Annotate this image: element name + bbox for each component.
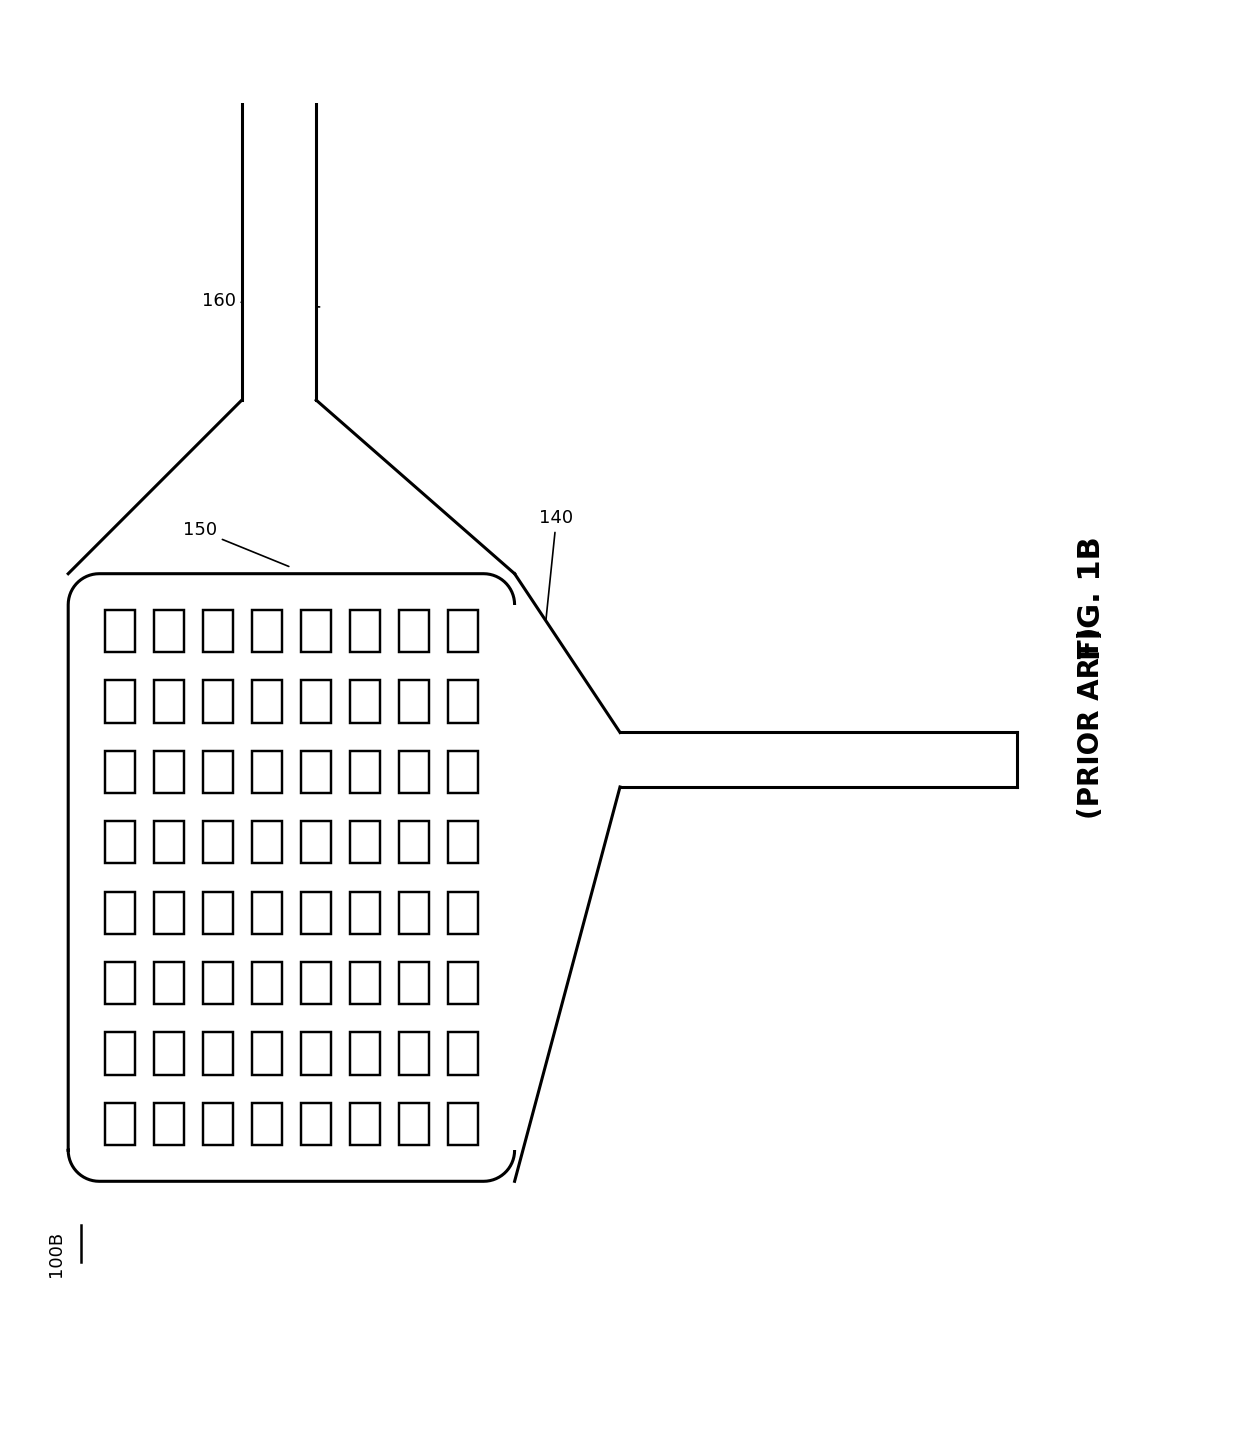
Bar xyxy=(399,751,429,793)
Bar xyxy=(301,1032,331,1075)
Bar xyxy=(448,821,477,864)
Bar xyxy=(399,821,429,864)
Bar xyxy=(399,962,429,1004)
Bar xyxy=(203,751,233,793)
Text: 160: 160 xyxy=(202,292,320,309)
Bar xyxy=(154,610,184,652)
Bar xyxy=(105,1032,135,1075)
Bar xyxy=(154,1103,184,1144)
Bar xyxy=(203,610,233,652)
Bar xyxy=(154,751,184,793)
Bar xyxy=(301,1103,331,1144)
Text: FIG. 1B: FIG. 1B xyxy=(1076,536,1106,660)
Bar xyxy=(203,1103,233,1144)
Bar xyxy=(301,962,331,1004)
Bar xyxy=(350,610,379,652)
Bar xyxy=(350,1032,379,1075)
Polygon shape xyxy=(242,78,316,400)
Bar xyxy=(105,1103,135,1144)
Bar xyxy=(154,681,184,722)
Bar xyxy=(448,892,477,933)
Bar xyxy=(203,821,233,864)
Bar xyxy=(154,962,184,1004)
Bar xyxy=(105,751,135,793)
Text: (PRIOR ART): (PRIOR ART) xyxy=(1078,626,1105,819)
Bar xyxy=(252,1032,281,1075)
Bar xyxy=(350,892,379,933)
Bar xyxy=(448,681,477,722)
Text: 140: 140 xyxy=(539,509,574,620)
Bar xyxy=(252,1103,281,1144)
Bar xyxy=(448,1103,477,1144)
Bar xyxy=(203,681,233,722)
Bar xyxy=(399,1032,429,1075)
Text: 100B: 100B xyxy=(47,1231,64,1277)
Bar xyxy=(301,751,331,793)
Bar xyxy=(252,821,281,864)
Polygon shape xyxy=(68,400,515,574)
Polygon shape xyxy=(508,604,521,1150)
Bar xyxy=(154,821,184,864)
Bar xyxy=(350,1103,379,1144)
Bar xyxy=(154,1032,184,1075)
Bar xyxy=(252,751,281,793)
Bar xyxy=(448,1032,477,1075)
Polygon shape xyxy=(515,574,1017,1182)
Bar xyxy=(350,962,379,1004)
Bar xyxy=(105,892,135,933)
Bar xyxy=(154,892,184,933)
Bar xyxy=(203,962,233,1004)
Bar xyxy=(105,821,135,864)
Bar xyxy=(448,962,477,1004)
Bar xyxy=(301,681,331,722)
Bar xyxy=(399,1103,429,1144)
Bar xyxy=(252,610,281,652)
Bar xyxy=(301,821,331,864)
Bar xyxy=(105,610,135,652)
Bar xyxy=(350,821,379,864)
Bar xyxy=(448,610,477,652)
Text: 150: 150 xyxy=(182,522,289,566)
Bar xyxy=(252,962,281,1004)
Bar xyxy=(399,681,429,722)
Bar xyxy=(399,892,429,933)
Bar xyxy=(105,681,135,722)
Bar xyxy=(350,681,379,722)
Bar xyxy=(203,892,233,933)
Bar xyxy=(301,892,331,933)
Bar xyxy=(105,962,135,1004)
Bar xyxy=(301,610,331,652)
Bar xyxy=(203,1032,233,1075)
Bar xyxy=(252,892,281,933)
Bar xyxy=(448,751,477,793)
Bar xyxy=(350,751,379,793)
Bar xyxy=(399,610,429,652)
Bar xyxy=(252,681,281,722)
Polygon shape xyxy=(68,574,515,1182)
